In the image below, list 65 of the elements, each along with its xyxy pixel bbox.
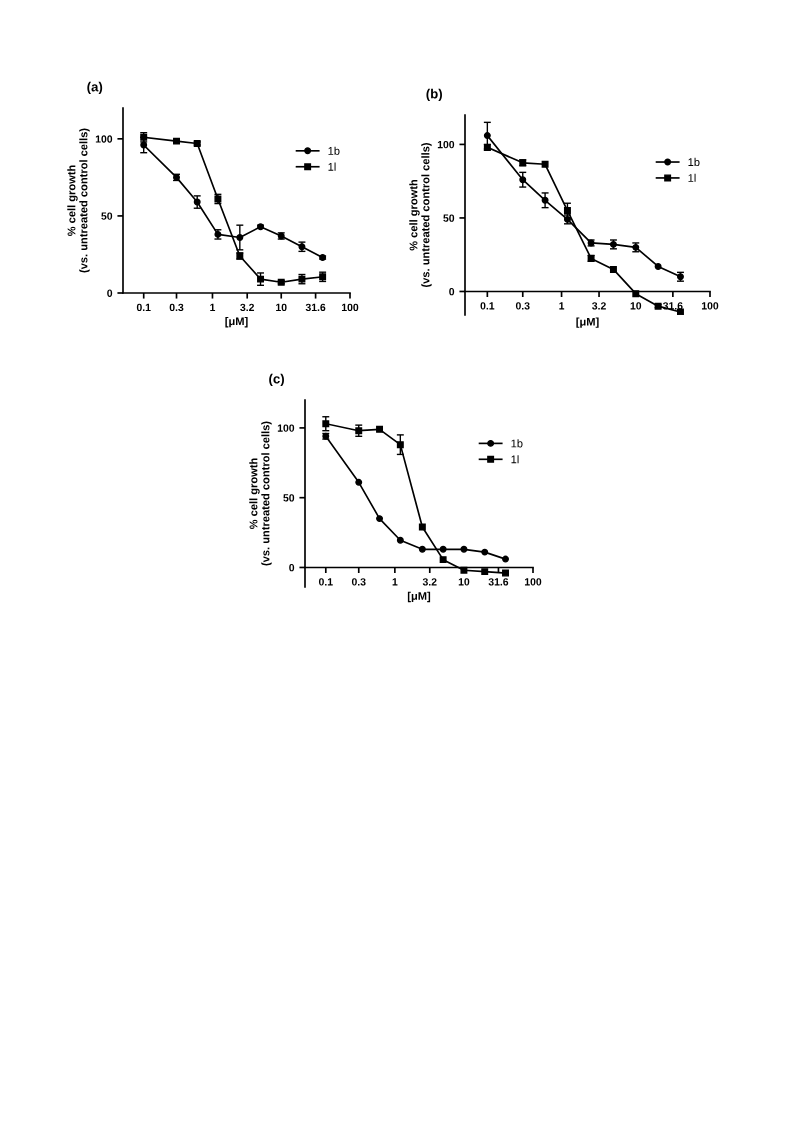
x-tick-label: 1 xyxy=(392,578,398,586)
y-tick-label: 0 xyxy=(107,289,113,297)
legend-label: 1b xyxy=(688,157,700,167)
x-tick-label: 10 xyxy=(630,302,642,310)
y-axis-title: % cell growth (vs. untreated control cells) xyxy=(249,421,272,566)
point xyxy=(460,545,468,553)
x-tick-label: 0.3 xyxy=(515,302,530,310)
point xyxy=(541,196,549,204)
x-tick-label: 0.3 xyxy=(169,303,184,312)
x-tick-label: 100 xyxy=(701,302,719,310)
x-tick-label: 31.6 xyxy=(488,578,509,586)
chart-title: (a) xyxy=(87,81,103,95)
point xyxy=(396,441,404,449)
x-axis-title: [μM] xyxy=(407,591,431,603)
point xyxy=(502,569,509,577)
x-tick-label: 31.6 xyxy=(305,303,326,312)
point xyxy=(519,176,527,184)
y-tick-label: 50 xyxy=(101,212,113,220)
chart-title: (c) xyxy=(269,373,284,387)
legend-label: 1l xyxy=(688,173,696,182)
x-tick-label: 3.2 xyxy=(592,302,606,310)
y-tick-label: 0 xyxy=(449,287,455,296)
x-tick-label: 0.1 xyxy=(136,303,151,312)
point xyxy=(376,515,384,523)
point xyxy=(563,207,571,215)
point xyxy=(541,160,549,168)
x-tick-label: 1 xyxy=(559,302,565,310)
x-tick-label: 100 xyxy=(524,578,542,586)
chart-title: (b) xyxy=(426,88,442,102)
point xyxy=(396,536,404,544)
x-tick-label: 10 xyxy=(458,578,470,586)
x-tick-label: 1 xyxy=(210,303,216,311)
y-tick-label: 50 xyxy=(443,214,455,222)
legend-label: 1l xyxy=(328,162,336,171)
x-axis-title: [μM] xyxy=(576,317,599,328)
point xyxy=(502,555,509,563)
point xyxy=(236,234,244,241)
point xyxy=(376,425,384,433)
point xyxy=(654,262,662,270)
legend-label: 1b xyxy=(511,439,523,448)
y-axis-title: % cell growth (vs. untreated control cells) xyxy=(67,128,90,273)
point xyxy=(418,545,426,553)
point xyxy=(439,545,447,553)
point xyxy=(355,478,363,486)
point xyxy=(418,523,426,531)
x-tick-label: 0.1 xyxy=(318,578,333,586)
point xyxy=(481,548,489,556)
y-tick-label: 0 xyxy=(289,563,295,572)
y-tick-label: 50 xyxy=(283,494,295,502)
y-tick-label: 100 xyxy=(437,140,455,149)
y-axis-title: % cell growth (vs. untreated control cells) xyxy=(409,143,432,287)
x-tick-label: 3.2 xyxy=(422,578,437,586)
y-tick-label: 100 xyxy=(277,424,295,432)
legend-label: 1l xyxy=(511,455,519,464)
point xyxy=(609,265,617,273)
x-tick-label: 0.3 xyxy=(351,578,366,586)
legend-label: 1b xyxy=(328,146,340,155)
x-tick-label: 10 xyxy=(276,303,287,312)
x-tick-label: 100 xyxy=(341,303,359,312)
x-axis-title: [μM] xyxy=(225,317,248,328)
point xyxy=(481,568,489,576)
y-tick-label: 100 xyxy=(95,135,113,143)
point xyxy=(439,556,447,564)
x-tick-label: 3.2 xyxy=(240,303,255,312)
x-tick-label: 0.1 xyxy=(480,302,495,310)
